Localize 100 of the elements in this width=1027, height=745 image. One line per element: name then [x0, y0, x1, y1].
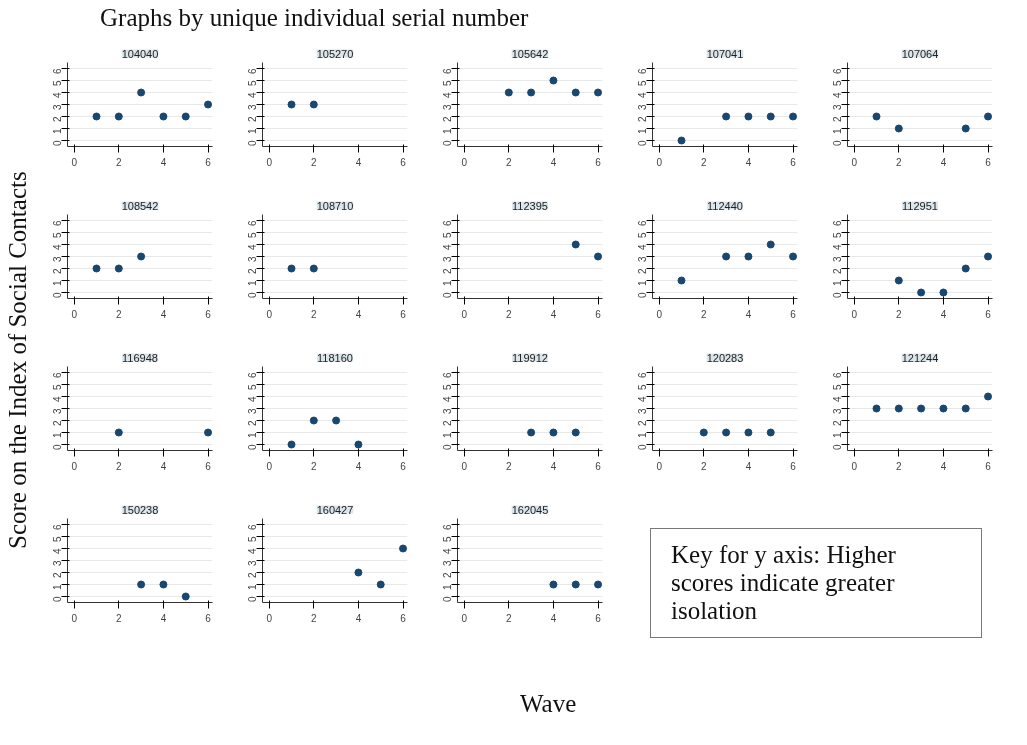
x-tick-label: 4 [160, 308, 167, 320]
y-tick-label: 1 [51, 128, 63, 135]
y-tick-label: 3 [246, 408, 258, 415]
y-tick-label: 2 [831, 116, 843, 123]
point [917, 288, 926, 297]
x-tick-label: 4 [355, 156, 362, 168]
x-tick-label: 2 [896, 460, 903, 472]
y-tick-label: 1 [636, 432, 648, 439]
x-tick-label: 0 [71, 156, 78, 168]
y-tick-label: 5 [831, 232, 843, 239]
x-tick-label: 4 [940, 156, 947, 168]
y-tick-label: 2 [831, 420, 843, 427]
x-tick-label: 0 [71, 612, 78, 624]
chart-title: 112440 [707, 199, 743, 212]
y-tick-label: 5 [246, 384, 258, 391]
y-tick-label: 2 [636, 268, 648, 275]
point [789, 252, 798, 261]
y-tick-label: 6 [51, 68, 63, 75]
x-tick-label: 6 [400, 460, 407, 472]
y-tick-label: 5 [246, 536, 258, 543]
y-tick-label: 4 [246, 396, 258, 403]
y-tick-label: 3 [51, 256, 63, 263]
y-tick-label: 3 [831, 104, 843, 111]
y-tick-label: 5 [636, 384, 648, 391]
y-tick-label: 6 [51, 372, 63, 379]
x-tick-label: 0 [461, 156, 468, 168]
y-tick-label: 3 [636, 256, 648, 263]
y-tick-label: 5 [831, 80, 843, 87]
x-tick-label: 4 [550, 308, 557, 320]
y-tick-label: 2 [51, 572, 63, 579]
y-tick-label: 5 [636, 80, 648, 87]
chart-title: 121244 [901, 351, 939, 364]
y-tick-label: 1 [246, 584, 258, 591]
y-tick-label: 6 [636, 220, 648, 227]
x-tick-label: 4 [745, 460, 752, 472]
point [722, 252, 731, 261]
y-tick-label: 4 [636, 244, 648, 251]
x-tick-label: 2 [701, 460, 708, 472]
x-tick-label: 6 [790, 308, 797, 320]
y-tick-label: 5 [636, 232, 648, 239]
point [984, 252, 993, 261]
y-tick-label: 0 [246, 444, 258, 451]
y-tick-label: 2 [441, 268, 453, 275]
x-tick-label: 6 [985, 156, 992, 168]
y-tick-label: 1 [51, 432, 63, 439]
x-tick-label: 2 [506, 308, 513, 320]
y-tick-label: 2 [246, 572, 258, 579]
x-tick-label: 6 [400, 612, 407, 624]
y-tick-label: 6 [831, 372, 843, 379]
y-tick-label: 6 [246, 372, 258, 379]
y-tick-label: 6 [441, 220, 453, 227]
x-tick-label: 2 [116, 308, 123, 320]
y-tick-label: 0 [636, 292, 648, 299]
x-tick-label: 2 [701, 308, 708, 320]
y-tick-label: 1 [831, 128, 843, 135]
point [92, 112, 101, 121]
y-tick-label: 4 [441, 548, 453, 555]
y-tick-label: 1 [246, 280, 258, 287]
y-tick-label: 2 [441, 572, 453, 579]
y-tick-label: 2 [51, 268, 63, 275]
x-tick-label: 4 [355, 460, 362, 472]
x-tick-label: 0 [656, 460, 663, 472]
y-tick-label: 6 [831, 68, 843, 75]
point [744, 252, 753, 261]
y-tick-label: 0 [51, 596, 63, 603]
text: Graphs by unique individual serial number [100, 4, 529, 32]
chart-title: 104040 [121, 47, 159, 60]
y-tick-label: 6 [636, 68, 648, 75]
chart-title: 105270 [316, 47, 354, 60]
x-tick-label: 0 [461, 612, 468, 624]
x-tick-label: 0 [266, 308, 273, 320]
point [159, 112, 168, 121]
x-tick-label: 4 [550, 156, 557, 168]
y-tick-label: 3 [441, 408, 453, 415]
y-tick-label: 1 [441, 584, 453, 591]
x-tick-label: 2 [311, 460, 318, 472]
y-tick-label: 6 [441, 524, 453, 531]
x-tick-label: 6 [205, 308, 212, 320]
y-tick-label: 4 [441, 92, 453, 99]
x-tick-label: 2 [506, 460, 513, 472]
y-tick-label: 3 [51, 560, 63, 567]
y-tick-label: 4 [246, 244, 258, 251]
y-tick-label: 1 [441, 128, 453, 135]
x-tick-label: 6 [790, 156, 797, 168]
x-tick-label: 0 [656, 308, 663, 320]
chart-title: 116948 [122, 351, 158, 364]
y-tick-label: 0 [441, 292, 453, 299]
x-tick-label: 0 [851, 460, 858, 472]
x-tick-label: 2 [311, 612, 318, 624]
x-tick-label: 2 [116, 612, 123, 624]
x-tick-label: 2 [896, 156, 903, 168]
y-tick-label: 1 [246, 432, 258, 439]
point [766, 240, 775, 249]
chart-title: 108542 [121, 199, 159, 212]
chart-title: 112951 [902, 199, 938, 212]
x-tick-label: 4 [745, 308, 752, 320]
x-tick-label: 2 [116, 156, 123, 168]
y-tick-label: 5 [51, 536, 63, 543]
text: Key for y axis: Higher scores indicate greater isolation [650, 528, 982, 638]
x-tick-label: 0 [461, 308, 468, 320]
